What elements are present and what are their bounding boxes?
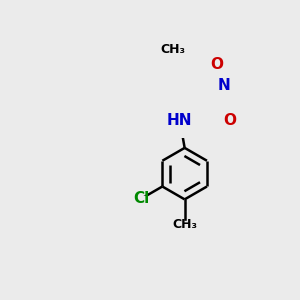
Text: HN: HN [167, 113, 193, 128]
Bar [175, 118, 184, 124]
Text: CH₃: CH₃ [160, 43, 185, 56]
Bar [219, 82, 229, 88]
Bar [180, 221, 189, 227]
Bar [212, 62, 221, 68]
Text: CH₃: CH₃ [172, 218, 197, 231]
Bar [225, 118, 234, 124]
Text: Cl: Cl [133, 191, 149, 206]
Text: O: O [210, 57, 223, 72]
Bar [168, 46, 178, 53]
Text: N: N [218, 78, 231, 93]
Text: O: O [223, 113, 236, 128]
Bar [136, 196, 146, 202]
